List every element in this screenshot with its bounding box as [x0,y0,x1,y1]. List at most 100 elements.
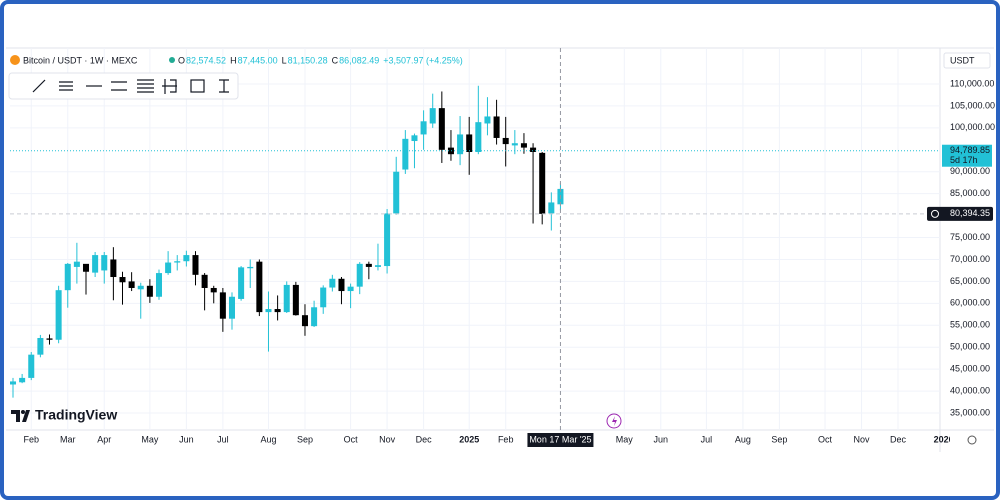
candle-body [365,263,372,267]
channel-tool[interactable] [111,81,127,91]
settings-icon[interactable] [967,435,977,445]
x-tick-label: Mar [60,434,76,444]
candle-body [347,286,354,292]
y-tick-label: 35,000.00 [950,407,990,417]
price-countdown: 5d 17h [950,155,978,165]
toolbar-box [8,72,239,100]
candle-body [55,290,62,340]
candle-body [228,296,235,319]
clock-icon [931,209,939,218]
candle-body [219,292,226,319]
trend-line-tool[interactable] [32,79,46,93]
price-label-box [927,206,993,221]
legend-value: 82,574.52 [186,55,226,65]
price-label-box [942,144,992,167]
candle-body [292,284,299,316]
candle-body [10,381,17,385]
y-tick-label: 55,000.00 [950,320,990,330]
candle-body [511,143,518,146]
plot [10,48,940,430]
candle-body [46,338,53,340]
candle-body [37,337,44,355]
candle-body [165,262,172,274]
coin-icon [10,55,20,65]
legend-value: 87,445.00 [238,55,278,65]
candle-body [466,134,473,152]
x-tick-label: Jun [179,434,194,444]
y-tick-label: 105,000.00 [950,100,995,110]
candle-body [338,278,345,292]
candle-body [484,116,491,124]
y-tick-label: 85,000.00 [950,188,990,198]
candle-body [146,285,153,297]
x-tick-label: Nov [379,434,396,444]
ohlc-legend: O 82,574.52 H 87,445.00 L 81,150.28 C 86,082.49… [178,55,463,65]
price-label: 94,789.85 [950,145,990,155]
candle-body [447,147,454,155]
drawing-toolbar[interactable] [8,72,239,100]
brand-name: TradingView [35,407,117,423]
y-tick-label: 60,000.00 [950,298,990,308]
candle-body [82,263,90,272]
candle-body [256,261,263,313]
x-tick-label: Dec [890,434,907,444]
legend-key: C [332,55,339,65]
rectangle-tool[interactable] [190,79,205,93]
x-tick-label: Feb [24,434,40,444]
candle-body [530,147,537,152]
brand-logo: TradingView [11,407,117,423]
candle-body [329,278,336,288]
candle-body [28,354,35,378]
position-tool[interactable] [162,79,177,94]
candle-body [493,116,500,138]
y-tick-label: 90,000.00 [950,166,990,176]
candle-body [265,309,272,313]
candle-body [155,273,163,297]
x-tick-label: Oct [344,434,359,444]
y-tick-label: 65,000.00 [950,276,990,286]
y-tick-label: 50,000.00 [950,342,990,352]
candle-body [119,277,126,283]
candle-body [192,255,199,275]
candle-body [201,274,208,288]
candle-body [374,265,381,267]
x-tick-label: Jul [701,434,713,444]
candle-body [247,266,254,269]
brand-mark [11,410,30,422]
text-tool[interactable] [219,79,229,93]
candle-body [137,285,144,290]
legend-key: O [178,55,185,65]
candle-body [411,135,418,142]
candle-body [174,261,181,263]
events-bolt [612,416,617,426]
candle-body [539,152,546,214]
candle-body [101,255,108,271]
grid [10,48,940,430]
x-tick-label: Aug [260,434,276,444]
candle-body [502,137,509,145]
legend-change: +3,507.97 (+4.25%) [383,55,463,65]
currency-box[interactable] [943,52,991,69]
candle-body [393,171,400,214]
fib-tool[interactable] [137,79,154,93]
candle-body [301,315,308,327]
parallel-tool[interactable] [59,81,73,91]
x-tick-labels: Feb Mar Apr May Jun Jul Aug Sep Oct Nov Dec 2025 Feb… [24,434,950,444]
candle-body [438,108,445,150]
candle-body [238,267,245,299]
x-tick-label: Nov [854,434,871,444]
candle-body [311,307,318,327]
market-status [169,57,175,63]
legend-key: L [282,55,287,65]
candle-body [356,263,363,287]
brand-dot [21,410,25,414]
y-tick-label: 75,000.00 [950,232,990,242]
x-tick-label: Jul [217,434,229,444]
candle-body [548,202,555,214]
candle-body [320,287,327,308]
axes: 110,000.00 105,000.00 100,000.00 90,000.00 8… [24,78,995,447]
price-label: 80,394.35 [950,208,990,218]
x-tick-label: May [141,434,159,444]
candle-body [19,377,26,383]
